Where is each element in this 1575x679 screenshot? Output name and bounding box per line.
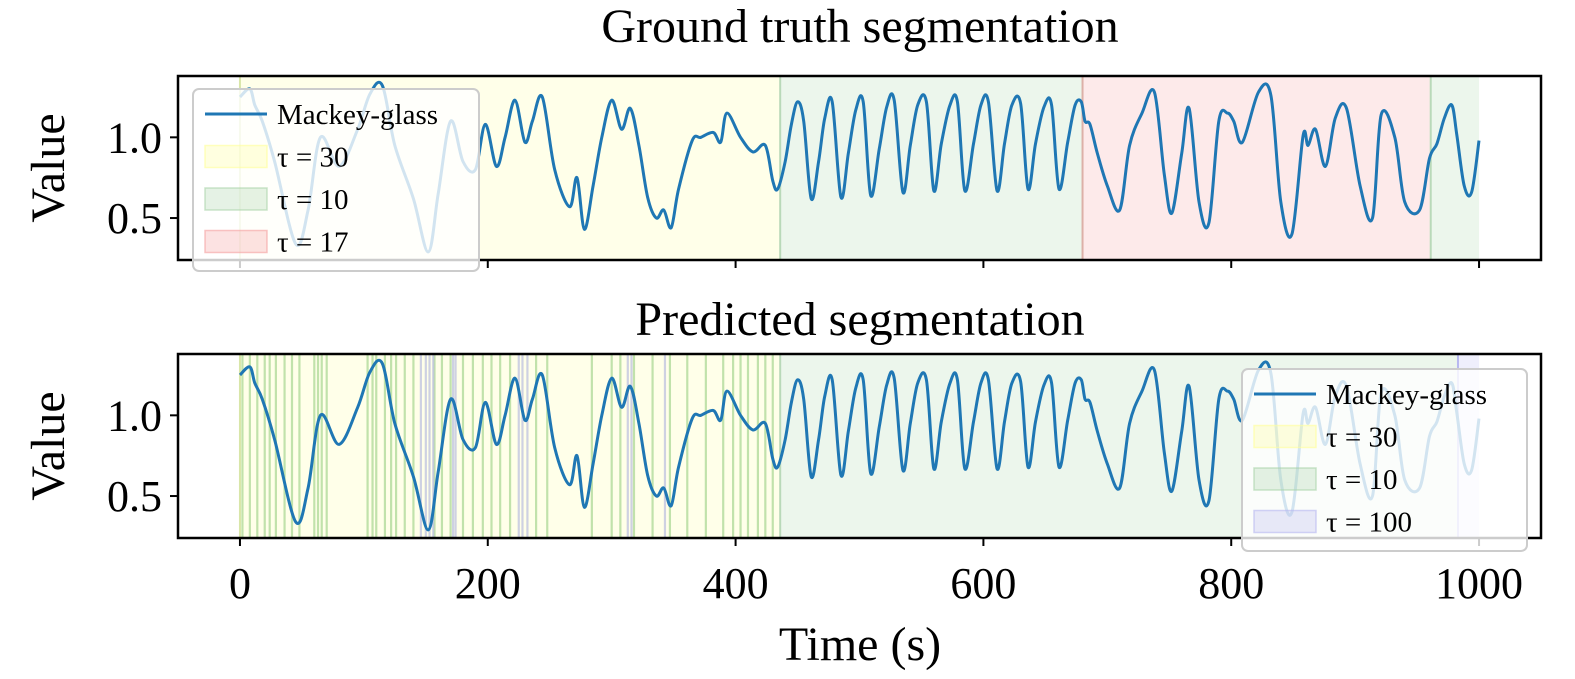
plot-frame <box>176 74 1543 262</box>
legend-frame <box>1241 368 1528 552</box>
x-tick-label: 800 <box>1198 559 1264 608</box>
y-tick-label: 1.0 <box>107 391 162 440</box>
x-tick-label: 1000 <box>1435 559 1523 608</box>
ground-truth-panel: Ground truth segmentation Value 0.5 1.0 M… <box>22 0 1543 272</box>
legend-patch-swatch <box>204 187 268 211</box>
y-tick-label: 1.0 <box>107 113 162 162</box>
series-line-mackey-glass <box>238 80 1481 254</box>
legend: Mackey-glass τ = 30 τ = 10 τ = 17 <box>192 88 480 272</box>
x-tick-label: 600 <box>950 559 1016 608</box>
legend-patch-swatch <box>204 229 268 254</box>
legend-patch-swatch <box>204 144 268 169</box>
legend: Mackey-glass τ = 30 τ = 10 τ = 100 <box>1241 368 1528 552</box>
legend-label: τ = 30 <box>277 142 349 174</box>
legend-patch-swatch <box>1253 424 1317 449</box>
y-tick-label: 0.5 <box>107 472 162 521</box>
x-tick-label: 200 <box>455 559 521 608</box>
legend-frame <box>192 88 480 272</box>
segment-band <box>1430 76 1480 260</box>
x-axis-label: Time (s) <box>779 618 941 671</box>
legend-label: Mackey-glass <box>277 99 438 131</box>
axis-ticks: 0.5 1.0 <box>107 113 1481 268</box>
legend-label: τ = 17 <box>277 227 349 259</box>
x-tick-label: 0 <box>229 559 251 608</box>
legend-patch-swatch <box>1253 467 1317 491</box>
y-tick-label: 0.5 <box>107 194 162 243</box>
axis-ticks: 0 200 400 600 800 1000 0.5 1.0 <box>107 391 1523 608</box>
predicted-panel: Predicted segmentation Value 0 200 400 600 8… <box>22 293 1543 671</box>
legend-patch-swatch <box>1253 509 1317 534</box>
series-line-group <box>238 80 1481 254</box>
segment-band <box>1082 76 1431 260</box>
legend-label: τ = 100 <box>1326 507 1412 539</box>
legend-label: Mackey-glass <box>1326 379 1487 411</box>
legend-label: τ = 10 <box>277 184 349 216</box>
plot-frame <box>176 352 1543 540</box>
panel-title: Ground truth segmentation <box>601 0 1118 53</box>
panel-title: Predicted segmentation <box>635 293 1084 346</box>
y-axis-label: Value <box>22 113 75 222</box>
y-axis-label: Value <box>22 391 75 500</box>
x-tick-label: 400 <box>703 559 769 608</box>
legend-label: τ = 30 <box>1326 422 1398 454</box>
legend-label: τ = 10 <box>1326 464 1398 496</box>
